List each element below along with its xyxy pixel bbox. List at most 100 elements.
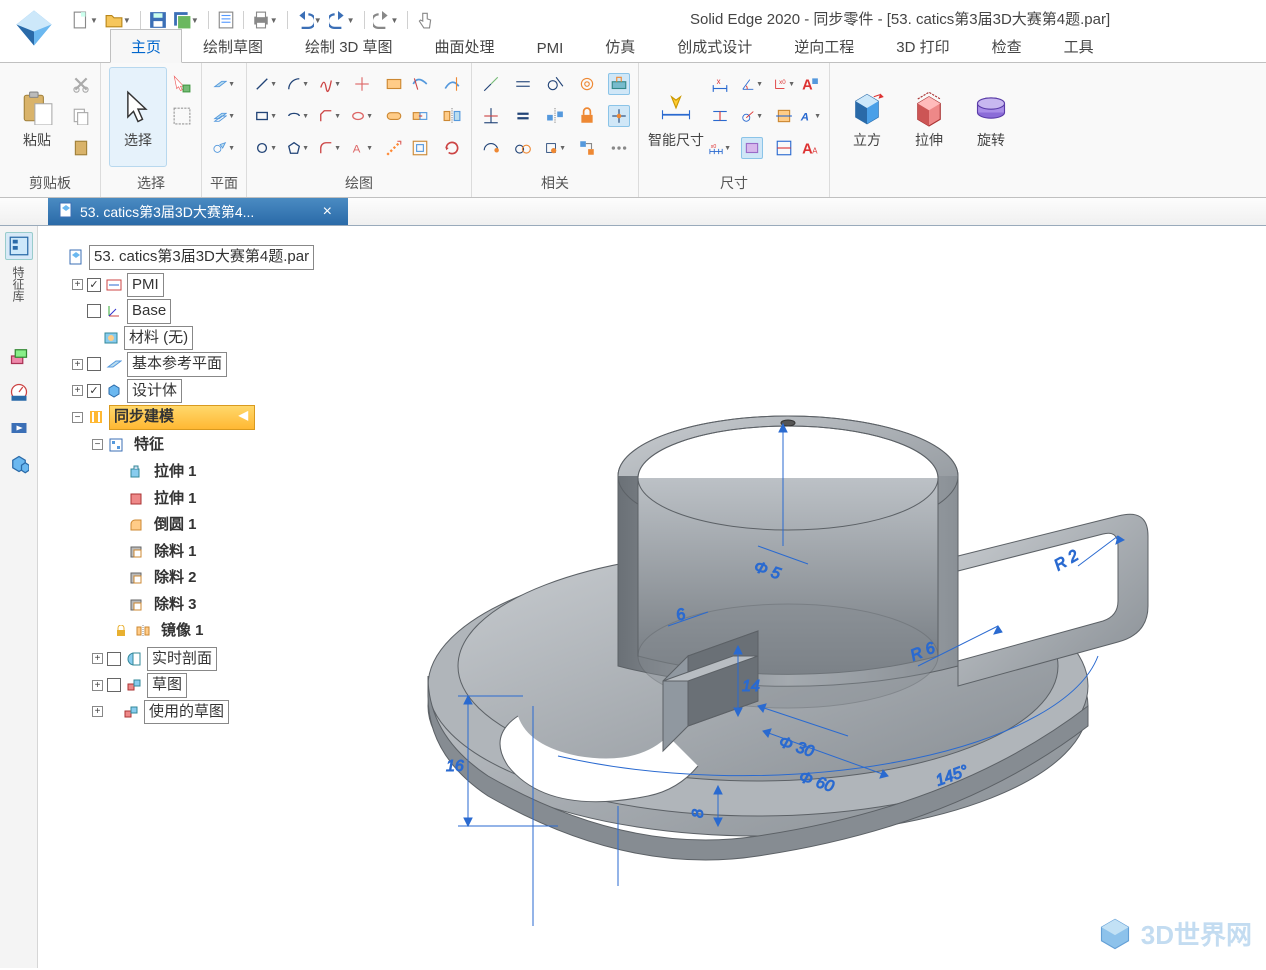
expand-icon[interactable]: +	[72, 385, 83, 396]
collapse-icon[interactable]: −	[92, 439, 103, 450]
checkbox[interactable]	[107, 678, 121, 692]
qat-repeat-icon[interactable]	[371, 9, 393, 31]
chamfer-icon[interactable]: ▼	[319, 105, 341, 127]
spline-icon[interactable]: ▼	[319, 73, 341, 95]
tree-feat-item[interactable]: 除料 3	[149, 593, 202, 618]
paste-button[interactable]: 粘贴	[8, 67, 66, 167]
dropdown-caret-icon[interactable]: ▼	[90, 16, 98, 25]
select-options-icon[interactable]	[171, 105, 193, 127]
arc3-icon[interactable]: ▼	[287, 105, 309, 127]
rel-connect-icon[interactable]	[480, 73, 502, 95]
offset-icon[interactable]	[409, 137, 431, 159]
tree-feat-item[interactable]: 倒圆 1	[149, 513, 202, 538]
text-style-icon[interactable]: A▼	[799, 105, 821, 127]
tab-sketch[interactable]: 绘制草图	[182, 29, 284, 63]
rel-assist-icon[interactable]	[576, 137, 598, 159]
project-icon[interactable]	[383, 73, 405, 95]
tab-home[interactable]: 主页	[110, 29, 182, 63]
dim-auto-icon[interactable]	[773, 105, 795, 127]
cube-button[interactable]: 立方	[838, 67, 896, 167]
rotate-icon[interactable]	[441, 137, 463, 159]
tree-material[interactable]: 材料 (无)	[124, 326, 193, 351]
checkbox[interactable]	[107, 652, 121, 666]
select-filter-icon[interactable]	[171, 73, 193, 95]
tree-pmi[interactable]: PMI	[127, 273, 164, 298]
checkbox[interactable]: ✓	[87, 278, 101, 292]
rel-perp-icon[interactable]	[480, 105, 502, 127]
tree-ref-planes[interactable]: 基本参考平面	[127, 352, 227, 377]
tab-reverse[interactable]: 逆向工程	[773, 29, 875, 63]
slot-icon[interactable]	[383, 105, 405, 127]
arc-icon[interactable]: ▼	[287, 73, 309, 95]
circle-icon[interactable]: ▼	[255, 137, 277, 159]
side-playback-icon[interactable]	[5, 414, 33, 442]
dim-attach-icon[interactable]	[741, 137, 763, 159]
qat-saveas-icon[interactable]	[171, 9, 193, 31]
plane-tangent-icon[interactable]: ▼	[213, 137, 235, 159]
dropdown-caret-icon[interactable]: ▼	[270, 16, 278, 25]
qat-save-icon[interactable]	[147, 9, 169, 31]
tab-pmi[interactable]: PMI	[516, 33, 585, 63]
tab-tools[interactable]: 工具	[1043, 29, 1115, 63]
dim-linear-icon[interactable]: x	[709, 73, 731, 95]
dim-chain-icon[interactable]: x0▼	[709, 137, 731, 159]
smart-dim-button[interactable]: 智能尺寸	[647, 67, 705, 167]
tree-features[interactable]: 特征	[129, 433, 169, 458]
feature-tree[interactable]: 53. catics第3届3D大赛第4题.par + ✓ PMI Base 材料 (…	[44, 244, 352, 727]
dropdown-caret-icon[interactable]: ▼	[347, 16, 355, 25]
text-A-icon[interactable]: A	[799, 73, 821, 95]
rel-auto-icon[interactable]	[608, 105, 630, 127]
expand-icon[interactable]: +	[92, 653, 103, 664]
rel-collinear-icon[interactable]	[480, 137, 502, 159]
rel-tangent-icon[interactable]	[544, 73, 566, 95]
qat-props-icon[interactable]	[215, 9, 237, 31]
checkbox[interactable]	[87, 304, 101, 318]
rel-sym-icon[interactable]	[544, 105, 566, 127]
tab-surface[interactable]: 曲面处理	[414, 29, 516, 63]
polygon-icon[interactable]: ▼	[287, 137, 309, 159]
side-layers-icon[interactable]	[5, 342, 33, 370]
qat-touch-icon[interactable]	[414, 9, 436, 31]
tab-3dsketch[interactable]: 绘制 3D 草图	[284, 29, 414, 63]
rect-icon[interactable]: ▼	[255, 105, 277, 127]
expand-icon[interactable]: +	[72, 359, 83, 370]
tree-feat-item[interactable]: 镜像 1	[156, 619, 209, 644]
line-icon[interactable]: ▼	[255, 73, 277, 95]
tree-feat-item[interactable]: 除料 2	[149, 566, 202, 591]
rel-lock2-icon[interactable]	[576, 105, 598, 127]
dim-between-icon[interactable]	[709, 105, 731, 127]
dropdown-caret-icon[interactable]: ▼	[123, 16, 131, 25]
rel-more-icon[interactable]	[608, 137, 630, 159]
clipboard-settings-icon[interactable]	[70, 137, 92, 159]
qat-redo-icon[interactable]	[327, 9, 349, 31]
tree-feat-item[interactable]: 除料 1	[149, 540, 202, 565]
tab-3dprint[interactable]: 3D 打印	[875, 29, 970, 63]
extend-icon[interactable]	[441, 73, 463, 95]
tree-feat-item[interactable]: 拉伸 1	[149, 487, 202, 512]
text-icon[interactable]: A▼	[351, 137, 373, 159]
tree-base[interactable]: Base	[127, 299, 171, 324]
rel-rigid-icon[interactable]: ▼	[544, 137, 566, 159]
point-icon[interactable]	[351, 73, 373, 95]
3d-viewport[interactable]: 145° Φ 60 Φ 30 14 6 Φ 5 16	[358, 226, 1266, 968]
extrude-button[interactable]: 拉伸	[900, 67, 958, 167]
revolve-button[interactable]: 旋转	[962, 67, 1020, 167]
construction-icon[interactable]	[383, 137, 405, 159]
tree-root-label[interactable]: 53. catics第3届3D大赛第4题.par	[89, 245, 314, 270]
checkbox[interactable]	[87, 357, 101, 371]
rel-concentric-icon[interactable]	[576, 73, 598, 95]
mirror-icon[interactable]	[441, 105, 463, 127]
dim-coord-icon[interactable]: x0▼	[773, 73, 795, 95]
tab-generative[interactable]: 创成式设计	[656, 29, 773, 63]
dim-angle-icon[interactable]: ▼	[741, 73, 763, 95]
dim-style-icon[interactable]	[773, 137, 795, 159]
fillet-icon[interactable]: ▼	[319, 137, 341, 159]
tree-sync-model[interactable]: 同步建模	[109, 405, 255, 430]
tab-simulation[interactable]: 仿真	[584, 29, 656, 63]
close-tab-icon[interactable]: ×	[317, 203, 338, 221]
side-feature-tree-icon[interactable]	[5, 232, 33, 260]
checkbox[interactable]: ✓	[87, 384, 101, 398]
collapse-icon[interactable]: −	[72, 412, 83, 423]
cut-icon[interactable]	[70, 73, 92, 95]
qat-print-icon[interactable]	[250, 9, 272, 31]
